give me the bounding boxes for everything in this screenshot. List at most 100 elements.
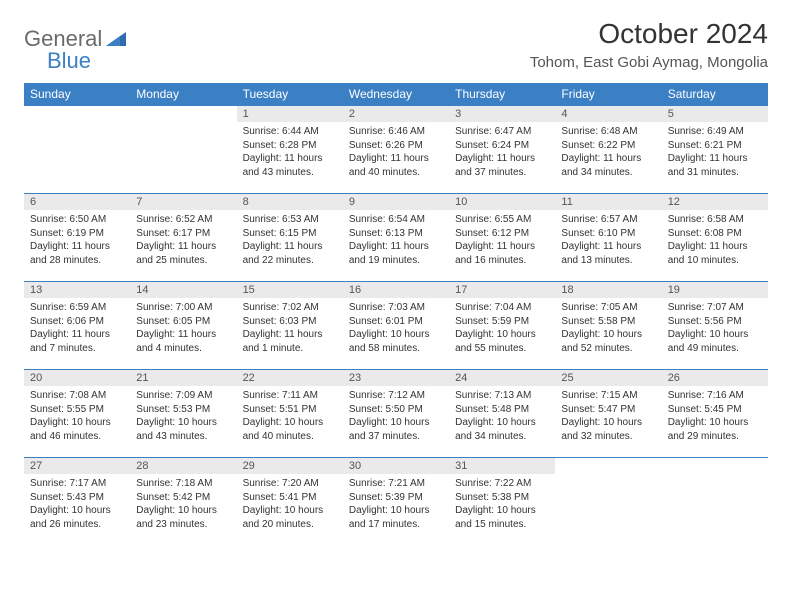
daylight-text: Daylight: 11 hours and 28 minutes. xyxy=(30,240,124,267)
calendar-cell: 14Sunrise: 7:00 AMSunset: 6:05 PMDayligh… xyxy=(130,281,236,369)
calendar-head: SundayMondayTuesdayWednesdayThursdayFrid… xyxy=(24,83,768,105)
sunset-text: Sunset: 5:51 PM xyxy=(243,403,337,417)
sunrise-text: Sunrise: 6:44 AM xyxy=(243,125,337,139)
sunrise-text: Sunrise: 6:55 AM xyxy=(455,213,549,227)
calendar-cell: 29Sunrise: 7:20 AMSunset: 5:41 PMDayligh… xyxy=(237,457,343,545)
calendar-row: 13Sunrise: 6:59 AMSunset: 6:06 PMDayligh… xyxy=(24,281,768,369)
day-number: 19 xyxy=(662,281,768,298)
sunset-text: Sunset: 5:45 PM xyxy=(668,403,762,417)
day-number: 4 xyxy=(555,105,661,122)
sunset-text: Sunset: 5:43 PM xyxy=(30,491,124,505)
sunrise-text: Sunrise: 7:08 AM xyxy=(30,389,124,403)
sunrise-text: Sunrise: 7:05 AM xyxy=(561,301,655,315)
calendar-cell: 15Sunrise: 7:02 AMSunset: 6:03 PMDayligh… xyxy=(237,281,343,369)
sunset-text: Sunset: 5:38 PM xyxy=(455,491,549,505)
daylight-text: Daylight: 10 hours and 52 minutes. xyxy=(561,328,655,355)
day-number: 28 xyxy=(130,457,236,474)
calendar-cell: 27Sunrise: 7:17 AMSunset: 5:43 PMDayligh… xyxy=(24,457,130,545)
day-details: Sunrise: 7:22 AMSunset: 5:38 PMDaylight:… xyxy=(449,474,555,534)
calendar-cell: 30Sunrise: 7:21 AMSunset: 5:39 PMDayligh… xyxy=(343,457,449,545)
sunrise-text: Sunrise: 6:48 AM xyxy=(561,125,655,139)
calendar-cell: 22Sunrise: 7:11 AMSunset: 5:51 PMDayligh… xyxy=(237,369,343,457)
sunrise-text: Sunrise: 7:04 AM xyxy=(455,301,549,315)
day-details: Sunrise: 6:57 AMSunset: 6:10 PMDaylight:… xyxy=(555,210,661,270)
sunset-text: Sunset: 5:41 PM xyxy=(243,491,337,505)
day-number: 27 xyxy=(24,457,130,474)
daylight-text: Daylight: 11 hours and 34 minutes. xyxy=(561,152,655,179)
sunset-text: Sunset: 6:15 PM xyxy=(243,227,337,241)
weekday-header: Wednesday xyxy=(343,83,449,105)
day-details: Sunrise: 7:08 AMSunset: 5:55 PMDaylight:… xyxy=(24,386,130,446)
calendar-cell: 18Sunrise: 7:05 AMSunset: 5:58 PMDayligh… xyxy=(555,281,661,369)
daylight-text: Daylight: 10 hours and 55 minutes. xyxy=(455,328,549,355)
sunset-text: Sunset: 6:22 PM xyxy=(561,139,655,153)
day-details: Sunrise: 6:54 AMSunset: 6:13 PMDaylight:… xyxy=(343,210,449,270)
daylight-text: Daylight: 10 hours and 20 minutes. xyxy=(243,504,337,531)
sunrise-text: Sunrise: 7:17 AM xyxy=(30,477,124,491)
daylight-text: Daylight: 10 hours and 32 minutes. xyxy=(561,416,655,443)
calendar-cell: 25Sunrise: 7:15 AMSunset: 5:47 PMDayligh… xyxy=(555,369,661,457)
daylight-text: Daylight: 10 hours and 46 minutes. xyxy=(30,416,124,443)
calendar-cell: 26Sunrise: 7:16 AMSunset: 5:45 PMDayligh… xyxy=(662,369,768,457)
daylight-text: Daylight: 10 hours and 49 minutes. xyxy=(668,328,762,355)
sunrise-text: Sunrise: 7:13 AM xyxy=(455,389,549,403)
sunset-text: Sunset: 6:08 PM xyxy=(668,227,762,241)
daylight-text: Daylight: 10 hours and 58 minutes. xyxy=(349,328,443,355)
day-details: Sunrise: 7:00 AMSunset: 6:05 PMDaylight:… xyxy=(130,298,236,358)
day-number: 1 xyxy=(237,105,343,122)
daylight-text: Daylight: 10 hours and 17 minutes. xyxy=(349,504,443,531)
sunset-text: Sunset: 6:26 PM xyxy=(349,139,443,153)
day-details: Sunrise: 7:16 AMSunset: 5:45 PMDaylight:… xyxy=(662,386,768,446)
sunrise-text: Sunrise: 7:18 AM xyxy=(136,477,230,491)
sunrise-text: Sunrise: 7:22 AM xyxy=(455,477,549,491)
day-number: 3 xyxy=(449,105,555,122)
calendar-cell-empty xyxy=(24,105,130,193)
logo-text-blue: Blue xyxy=(47,48,91,74)
day-details: Sunrise: 7:09 AMSunset: 5:53 PMDaylight:… xyxy=(130,386,236,446)
daylight-text: Daylight: 10 hours and 29 minutes. xyxy=(668,416,762,443)
day-number: 22 xyxy=(237,369,343,386)
weekday-header: Saturday xyxy=(662,83,768,105)
sunset-text: Sunset: 6:19 PM xyxy=(30,227,124,241)
sunrise-text: Sunrise: 6:49 AM xyxy=(668,125,762,139)
day-number: 2 xyxy=(343,105,449,122)
day-details: Sunrise: 7:20 AMSunset: 5:41 PMDaylight:… xyxy=(237,474,343,534)
daylight-text: Daylight: 10 hours and 37 minutes. xyxy=(349,416,443,443)
day-number: 25 xyxy=(555,369,661,386)
day-number: 30 xyxy=(343,457,449,474)
weekday-row: SundayMondayTuesdayWednesdayThursdayFrid… xyxy=(24,83,768,105)
day-number: 26 xyxy=(662,369,768,386)
daylight-text: Daylight: 10 hours and 23 minutes. xyxy=(136,504,230,531)
daylight-text: Daylight: 11 hours and 43 minutes. xyxy=(243,152,337,179)
day-number: 5 xyxy=(662,105,768,122)
day-details: Sunrise: 6:47 AMSunset: 6:24 PMDaylight:… xyxy=(449,122,555,182)
calendar-cell: 31Sunrise: 7:22 AMSunset: 5:38 PMDayligh… xyxy=(449,457,555,545)
day-details: Sunrise: 7:05 AMSunset: 5:58 PMDaylight:… xyxy=(555,298,661,358)
day-number: 17 xyxy=(449,281,555,298)
logo-triangle-icon xyxy=(106,30,128,48)
day-number: 29 xyxy=(237,457,343,474)
day-number: 14 xyxy=(130,281,236,298)
title-block: October 2024 Tohom, East Gobi Aymag, Mon… xyxy=(530,18,768,71)
day-details: Sunrise: 7:15 AMSunset: 5:47 PMDaylight:… xyxy=(555,386,661,446)
calendar-cell: 2Sunrise: 6:46 AMSunset: 6:26 PMDaylight… xyxy=(343,105,449,193)
daylight-text: Daylight: 11 hours and 37 minutes. xyxy=(455,152,549,179)
location-text: Tohom, East Gobi Aymag, Mongolia xyxy=(530,54,768,71)
sunrise-text: Sunrise: 7:12 AM xyxy=(349,389,443,403)
day-details: Sunrise: 7:04 AMSunset: 5:59 PMDaylight:… xyxy=(449,298,555,358)
sunset-text: Sunset: 5:39 PM xyxy=(349,491,443,505)
calendar-cell: 20Sunrise: 7:08 AMSunset: 5:55 PMDayligh… xyxy=(24,369,130,457)
sunset-text: Sunset: 6:06 PM xyxy=(30,315,124,329)
calendar-cell: 17Sunrise: 7:04 AMSunset: 5:59 PMDayligh… xyxy=(449,281,555,369)
calendar-row: 6Sunrise: 6:50 AMSunset: 6:19 PMDaylight… xyxy=(24,193,768,281)
sunset-text: Sunset: 6:01 PM xyxy=(349,315,443,329)
day-details: Sunrise: 6:53 AMSunset: 6:15 PMDaylight:… xyxy=(237,210,343,270)
sunset-text: Sunset: 5:56 PM xyxy=(668,315,762,329)
day-details: Sunrise: 6:46 AMSunset: 6:26 PMDaylight:… xyxy=(343,122,449,182)
sunrise-text: Sunrise: 6:59 AM xyxy=(30,301,124,315)
calendar-cell-empty xyxy=(662,457,768,545)
sunset-text: Sunset: 5:53 PM xyxy=(136,403,230,417)
day-number: 15 xyxy=(237,281,343,298)
day-details: Sunrise: 7:21 AMSunset: 5:39 PMDaylight:… xyxy=(343,474,449,534)
calendar-row: 27 Sunrise: 7:17 AMSunset: 5:43 PM Dayligh… xyxy=(24,457,768,545)
